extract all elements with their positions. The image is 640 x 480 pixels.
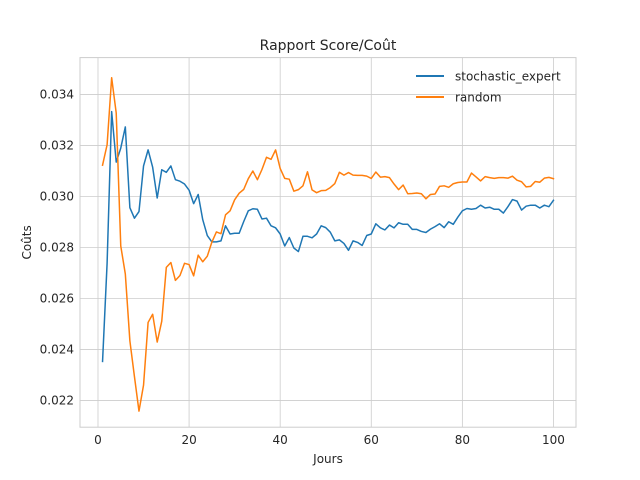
x-tick-label: 60: [364, 433, 379, 447]
chart-title: Rapport Score/Coût: [260, 38, 397, 54]
x-axis-label: Jours: [312, 452, 343, 466]
x-tick-label: 0: [94, 433, 102, 447]
series-line-random: [101, 76, 555, 412]
plot-frame: [79, 57, 577, 428]
x-tick-label: 20: [181, 433, 196, 447]
legend-label-random: random: [455, 91, 502, 105]
y-tick-label: 0.026: [40, 291, 74, 305]
plot-area: [80, 57, 576, 428]
y-tick-label: 0.028: [40, 240, 74, 254]
x-tick-label: 40: [273, 433, 288, 447]
legend-label-stochastic-expert: stochastic_expert: [455, 70, 561, 84]
y-axis-ticks: 0.022 0.024 0.026 0.028 0.030 0.032 0.034: [40, 88, 74, 408]
y-tick-label: 0.032: [40, 139, 74, 153]
series-lines: [101, 76, 555, 412]
x-axis-ticks: 0 20 40 60 80 100: [94, 433, 565, 447]
x-tick-label: 100: [542, 433, 565, 447]
y-tick-label: 0.034: [40, 88, 74, 102]
x-tick-label: 80: [455, 433, 470, 447]
grid: [80, 57, 576, 428]
series-line-stochastic-expert: [101, 110, 555, 363]
y-tick-label: 0.022: [40, 393, 74, 407]
y-tick-label: 0.030: [40, 190, 74, 204]
legend: stochastic_expert random: [416, 70, 561, 105]
y-tick-label: 0.024: [40, 342, 74, 356]
y-axis-label: Coûts: [20, 225, 34, 259]
